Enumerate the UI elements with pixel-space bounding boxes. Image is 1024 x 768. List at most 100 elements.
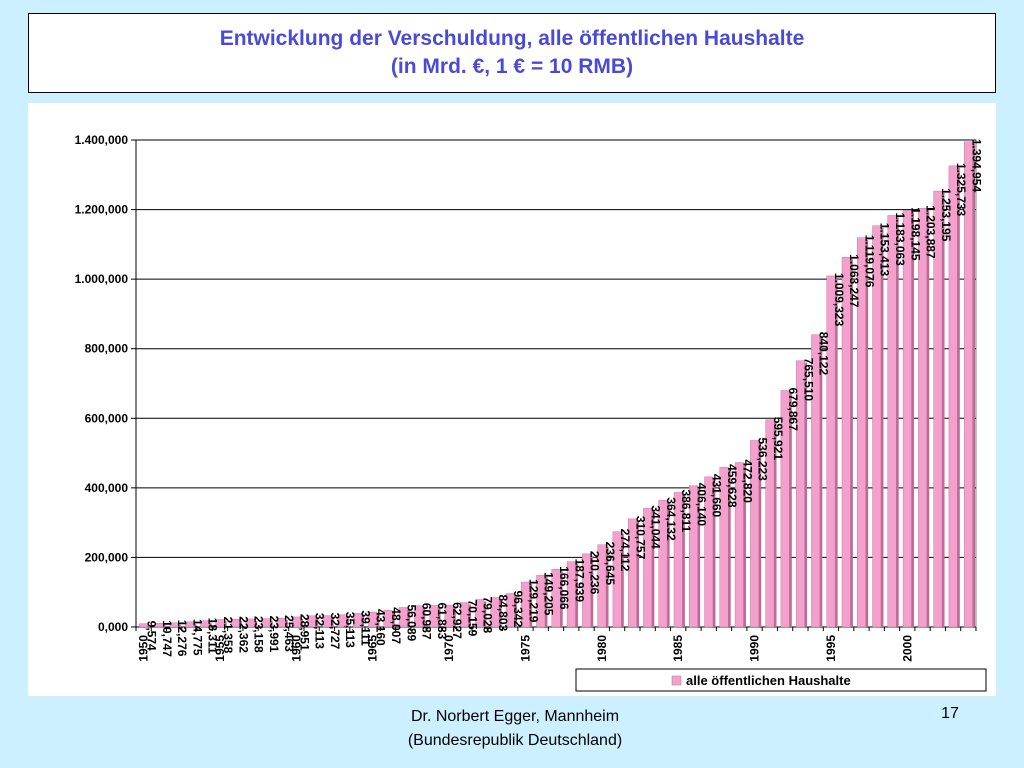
bar-1998 xyxy=(872,225,882,628)
data-label: 96,342 xyxy=(511,590,525,627)
bar-1982 xyxy=(627,518,637,628)
y-tick-label: 1.000,000 xyxy=(75,272,129,286)
bar-side xyxy=(224,621,227,627)
bar-side xyxy=(972,143,976,627)
bar-side xyxy=(575,563,578,627)
bar-1956 xyxy=(230,619,240,628)
bar-1984 xyxy=(658,500,668,628)
bar-1950 xyxy=(139,623,149,628)
bar-1957 xyxy=(246,618,255,628)
data-label: 14,775 xyxy=(190,619,204,656)
bar-2003 xyxy=(948,165,958,628)
data-label: 1.063,247 xyxy=(847,254,861,308)
bar-1968 xyxy=(414,605,423,628)
data-label: 1.183,063 xyxy=(893,212,907,266)
data-label: 1.394,954 xyxy=(969,139,983,193)
bar-1985 xyxy=(673,492,683,628)
data-label: 23,991 xyxy=(267,616,281,653)
author-name: Dr. Norbert Egger, Mannheim xyxy=(410,708,620,725)
bar-1997 xyxy=(857,237,866,628)
bar-1964 xyxy=(353,613,362,628)
bar-1979 xyxy=(582,553,591,628)
bar-1983 xyxy=(643,508,653,628)
data-label: 32,727 xyxy=(328,613,342,650)
bar-1951 xyxy=(154,623,164,628)
bar-side xyxy=(835,277,838,627)
bar-side xyxy=(942,193,945,627)
bar-side xyxy=(819,336,823,627)
y-tick-label: 800,000 xyxy=(85,342,129,356)
data-label: 210,236 xyxy=(588,551,602,595)
data-label: 48,007 xyxy=(389,607,403,644)
bar-1978 xyxy=(566,561,576,628)
bar-1999 xyxy=(887,215,897,628)
bar-1971 xyxy=(459,602,469,628)
bar-side xyxy=(438,607,441,627)
data-label: 25,463 xyxy=(282,615,296,652)
data-label: 62,927 xyxy=(450,602,464,639)
bar-side xyxy=(499,599,502,627)
bar-1973 xyxy=(490,597,500,628)
data-label: 79,028 xyxy=(481,597,495,634)
bar-side xyxy=(208,622,212,627)
data-label: 56,089 xyxy=(404,604,418,641)
bar-side xyxy=(193,623,197,627)
data-label: 84,803 xyxy=(496,595,510,632)
data-label: 43,160 xyxy=(374,609,388,646)
bar-2001 xyxy=(918,208,927,628)
bar-side xyxy=(880,227,884,627)
bar-1972 xyxy=(475,599,485,628)
data-label: 22,362 xyxy=(236,616,250,653)
data-label: 431,660 xyxy=(710,474,724,518)
bar-side xyxy=(911,212,914,627)
footer-author: Dr. Norbert Egger, Mannheim (Bundesrepub… xyxy=(350,705,680,753)
data-label: 310,757 xyxy=(633,516,647,560)
data-label: 28,951 xyxy=(297,614,311,651)
bar-side xyxy=(285,620,288,627)
bar-1953 xyxy=(185,621,194,628)
bar-side xyxy=(789,392,792,627)
bar-1991 xyxy=(765,419,775,628)
bar-side xyxy=(850,259,853,627)
bar-1958 xyxy=(261,618,271,628)
bar-1955 xyxy=(215,619,225,628)
data-label: 1.119,076 xyxy=(862,235,876,288)
legend-swatch xyxy=(671,675,682,686)
bar-side xyxy=(453,607,456,627)
bar-side xyxy=(697,487,701,627)
bar-1959 xyxy=(276,617,286,628)
bar-1970 xyxy=(444,604,454,628)
bar-side xyxy=(514,595,517,627)
chart-area: 0,000 200,000 400,000 600,000 800,000 1.000,0… xyxy=(28,103,996,696)
bar-side xyxy=(483,601,487,627)
bar-side xyxy=(590,555,594,627)
data-label: 60,987 xyxy=(420,603,434,640)
data-label: 61,883 xyxy=(435,602,449,639)
bar-side xyxy=(163,625,166,627)
data-label: 39,111 xyxy=(358,610,372,646)
data-label: 9,574 xyxy=(145,621,159,651)
bar-side xyxy=(606,546,609,627)
bar-side xyxy=(804,362,808,627)
bar-1994 xyxy=(811,334,821,628)
x-tick-label: 2000 xyxy=(900,635,914,662)
data-label: 12,276 xyxy=(175,620,189,657)
bar-side xyxy=(422,607,426,627)
bar-1954 xyxy=(200,620,210,628)
data-label: 166,066 xyxy=(557,566,571,610)
x-tick-label: 1950 xyxy=(137,635,151,662)
data-label: 595,921 xyxy=(771,417,785,461)
data-label: 70,159 xyxy=(465,600,479,637)
bar-2000 xyxy=(902,210,912,628)
bar-1992 xyxy=(780,390,790,628)
bar-1974 xyxy=(505,593,515,628)
data-label: 459,628 xyxy=(725,464,739,508)
data-label: 18,311 xyxy=(206,618,220,654)
bar-side xyxy=(300,618,304,627)
title-box: Entwicklung der Verschuldung, alle öffen… xyxy=(28,13,996,93)
bar-side xyxy=(651,510,655,627)
bar-1993 xyxy=(795,360,805,628)
y-tick-label: 1.400,000 xyxy=(75,133,129,147)
y-tick-label: 1.200,000 xyxy=(75,203,129,217)
bar-side xyxy=(667,502,670,627)
